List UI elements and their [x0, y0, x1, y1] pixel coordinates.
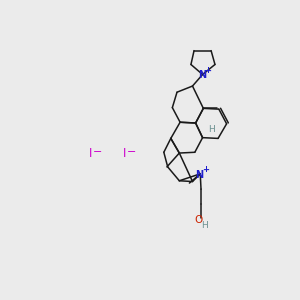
- Text: −: −: [127, 147, 136, 157]
- Text: O: O: [195, 215, 203, 225]
- Text: +: +: [202, 166, 209, 175]
- Text: I: I: [123, 146, 126, 160]
- Text: N: N: [195, 169, 203, 180]
- Text: H: H: [202, 221, 208, 230]
- Text: I: I: [88, 146, 92, 160]
- Text: +: +: [205, 66, 212, 75]
- Text: −: −: [92, 147, 102, 157]
- Text: H: H: [208, 125, 215, 134]
- Text: N: N: [198, 70, 206, 80]
